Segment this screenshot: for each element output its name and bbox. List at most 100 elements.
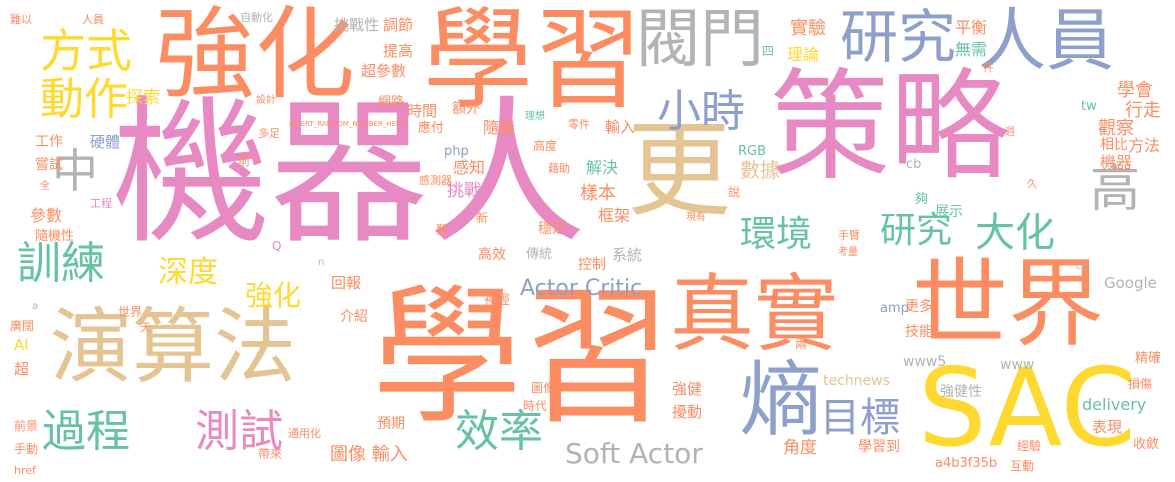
word: 互動 [1010, 459, 1035, 473]
word: 閥門 [636, 3, 764, 77]
word: 參數 [30, 206, 63, 225]
word: delivery [1082, 395, 1147, 414]
word: 難 [436, 223, 449, 237]
word: 數據 [740, 158, 780, 182]
word: 系統 [612, 246, 643, 264]
word: 挑戰性 [334, 16, 380, 34]
word: a4b3f35b [935, 456, 998, 471]
word: 學習 [372, 271, 673, 445]
word: 傳統 [526, 247, 553, 262]
word: 學會 [1117, 80, 1153, 101]
word: 全 [40, 181, 50, 192]
word: 前 [238, 154, 251, 168]
word: 調節 [383, 16, 414, 34]
word: 高效 [478, 247, 506, 263]
word: 兩 [795, 337, 808, 351]
word: 觀察 [1098, 118, 1134, 139]
word: 自動化 [240, 11, 273, 24]
word: 強健 [672, 380, 703, 398]
word: technews [823, 373, 890, 389]
word: 高度 [533, 139, 558, 153]
word: Q [272, 239, 282, 253]
word: 人員 [978, 2, 1115, 81]
word: 圖像 輸入 [330, 444, 408, 465]
word: cb [906, 157, 922, 172]
word: 動作 [40, 74, 128, 125]
word: 真實 [670, 265, 839, 363]
word: 回報 [331, 274, 362, 292]
word: 角度 [783, 438, 817, 458]
word: 熵 [740, 353, 823, 448]
word: 穩定 [538, 221, 566, 237]
word: 經驗 [1017, 439, 1042, 453]
word: 環境 [740, 214, 813, 255]
word: 框架 [598, 206, 631, 225]
word: 手臂 [838, 229, 860, 242]
word: 輸入 [605, 118, 636, 136]
word: 久 [1027, 179, 1037, 190]
word: 研究 [880, 210, 953, 251]
word: 應付 [418, 121, 445, 136]
word: 工程 [90, 197, 112, 210]
word: 高 [1090, 160, 1140, 218]
word: 更多 [905, 299, 933, 315]
word: Actor Critic [520, 276, 643, 301]
word: 感知 [453, 158, 486, 177]
word: AI [14, 336, 29, 354]
word: Google [1104, 274, 1157, 292]
word: 方法 [1128, 136, 1161, 155]
word: n [318, 257, 325, 268]
word: 擾動 [672, 403, 703, 421]
word: 行走 [1125, 100, 1161, 121]
word: tw [1081, 99, 1097, 114]
word: 損傷 [1128, 377, 1153, 391]
word: 介紹 [340, 309, 368, 325]
word: 學習 [423, 0, 643, 124]
word: 解決 [586, 158, 619, 177]
word: 精確 [1135, 351, 1162, 366]
word: href [14, 464, 36, 477]
word: 隨機 [483, 118, 516, 137]
word: 理論 [787, 45, 820, 64]
word: 策略 [770, 58, 1010, 197]
word: 更 [627, 109, 732, 231]
word: Soft Actor [565, 437, 703, 470]
word: 理想 [525, 111, 545, 122]
word: www [1000, 357, 1035, 373]
word: 世界 [118, 305, 143, 319]
word: 現有 [686, 212, 706, 223]
word: 深度 [158, 255, 218, 290]
word: ck [1076, 261, 1088, 272]
word: 相比 [1100, 137, 1128, 153]
word: 圖像 [531, 381, 556, 395]
word: 額外 [452, 101, 480, 117]
word: amp [880, 301, 909, 316]
word: 考量 [838, 247, 858, 258]
word: a [32, 301, 39, 312]
word: 設計 [256, 95, 276, 106]
word: 嘗試 [35, 157, 63, 173]
word: 夠 [915, 192, 929, 207]
word: RGB [738, 144, 767, 159]
word: 世界 [912, 248, 1104, 360]
word: 難以 [10, 13, 32, 26]
word: 目標 [820, 395, 900, 441]
word: 演算法 [50, 300, 297, 395]
word: 機器 [1100, 153, 1133, 172]
word: 超 [14, 360, 30, 378]
word: 硬體 [90, 133, 121, 151]
word: 件 [983, 61, 994, 74]
word: 提高 [383, 42, 414, 60]
word: 效率 [455, 406, 543, 457]
word: 帶來 [258, 447, 283, 461]
word: 網路 [378, 95, 405, 110]
word: 過程 [42, 406, 130, 457]
word: 機器人 [112, 82, 586, 266]
word: 通用化 [288, 427, 321, 440]
word: 表現 [1092, 418, 1123, 436]
word: 挑戰 [447, 181, 481, 201]
word: 強健性 [940, 384, 982, 400]
word: 超參數 [361, 62, 407, 80]
word: 中 [52, 144, 98, 198]
